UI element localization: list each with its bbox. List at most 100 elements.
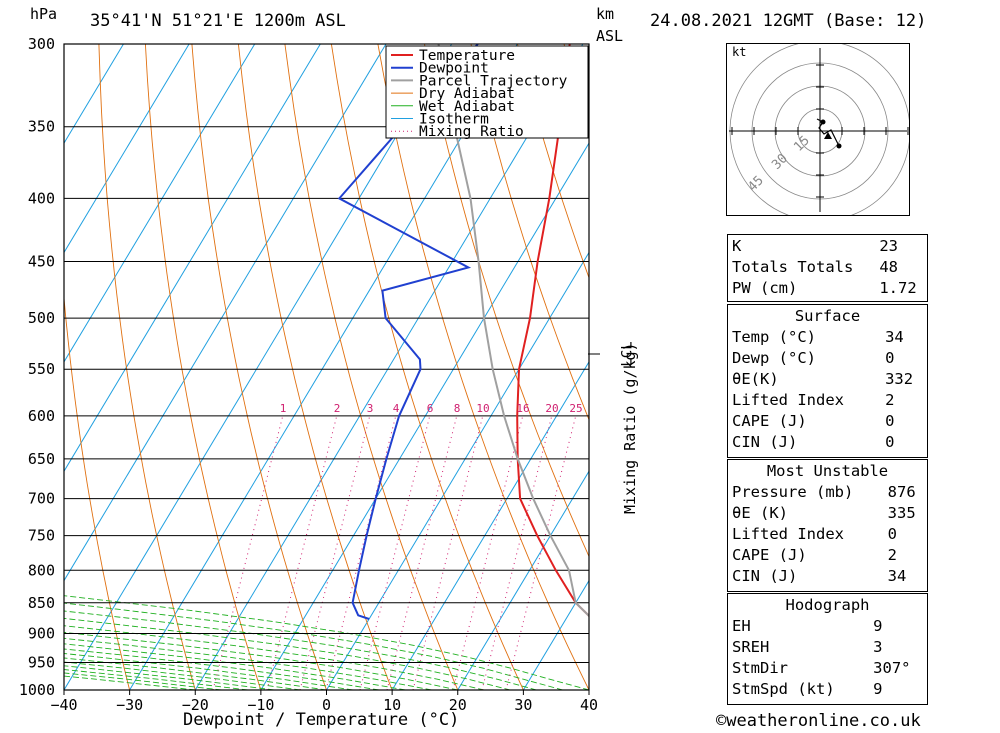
- mixing-ratio-label: 4: [393, 402, 400, 415]
- isotherm-line: [129, 44, 518, 690]
- mixing-ratio-label: 6: [427, 402, 434, 415]
- copyright-link[interactable]: ©weatheronline.co.uk: [716, 711, 921, 731]
- surface-key: CIN (J): [732, 433, 798, 451]
- index-row: PW (cm) 1.72: [728, 278, 927, 299]
- mu-row: CIN (J) 34: [728, 566, 927, 587]
- pressure-tick-label: 950: [28, 653, 55, 671]
- hodo-row: StmDir 307°: [728, 658, 927, 679]
- wet-adiabat-line: [64, 648, 380, 690]
- hodo-key: EH: [732, 617, 751, 635]
- dry-adiabat-line: [470, 44, 589, 421]
- pressure-tick-label: 400: [28, 189, 55, 207]
- parcel-trajectory-line: [437, 44, 589, 618]
- hodo-value: 9: [873, 617, 883, 635]
- storm-motion-marker: [824, 132, 832, 139]
- mixing-ratio-label: 20: [545, 402, 558, 415]
- legend-label: Temperature: [419, 48, 515, 64]
- temp-tick-label: 40: [580, 696, 598, 714]
- surface-row: CIN (J) 0: [728, 432, 927, 453]
- index-value: 48: [879, 258, 899, 276]
- hodograph-ring-label: 45: [745, 173, 767, 195]
- legend-label: Parcel Trajectory: [419, 73, 568, 89]
- legend-box: [385, 45, 589, 139]
- surface-row: CAPE (J) 0: [728, 411, 927, 432]
- isotherm-line: [326, 251, 589, 690]
- dry-adiabat-line: [284, 44, 459, 690]
- mu-row: θE (K) 335: [728, 503, 927, 524]
- dry-adiabat-line: [237, 44, 393, 690]
- mixing-ratio-line: [386, 414, 458, 690]
- index-key: K: [732, 237, 742, 255]
- pressure-tick-label: 300: [28, 35, 55, 53]
- pressure-tick-label: 700: [28, 490, 55, 508]
- pressure-unit-label: hPa: [30, 5, 58, 23]
- indices-panel: K 23 Totals Totals 48 PW (cm) 1.72: [727, 234, 928, 302]
- mu-key: CAPE (J): [732, 546, 807, 564]
- wet-adiabat-line: [64, 617, 511, 690]
- surface-row: Temp (°C) 34: [728, 327, 927, 348]
- index-value: 1.72: [879, 279, 917, 297]
- isotherm-line: [522, 579, 589, 690]
- hodograph-stats-panel: Hodograph EH 9 SREH 3 StmDir 307° StmSpd (k…: [727, 593, 928, 705]
- surface-value: 332: [885, 370, 914, 388]
- mu-value: 34: [887, 567, 907, 585]
- temp-tick-label: 0: [322, 696, 331, 714]
- pressure-tick-label: 800: [28, 561, 55, 579]
- wet-adiabat-line: [64, 637, 432, 690]
- wet-adiabat-line: [64, 643, 406, 690]
- pressure-tick-label: 900: [28, 624, 55, 642]
- mixing-ratio-label: 3: [367, 402, 374, 415]
- isotherm-line: [64, 44, 453, 690]
- index-row: Totals Totals 48: [728, 257, 927, 278]
- hodo-key: SREH: [732, 638, 770, 656]
- pressure-tick-label: 500: [28, 309, 55, 327]
- hodo-key: StmDir: [732, 659, 788, 677]
- mixing-ratio-label: 1: [280, 402, 287, 415]
- plot-frame: [63, 43, 590, 691]
- legend-label: Wet Adiabat: [419, 99, 515, 115]
- temp-tick-label: 20: [449, 696, 467, 714]
- isotherm-line: [64, 44, 124, 145]
- isotherm-line: [64, 44, 190, 254]
- hodo-value: 307°: [873, 659, 911, 677]
- wind-barbs: [640, 0, 720, 733]
- isotherm-line: [64, 44, 256, 363]
- pressure-tick-label: 550: [28, 360, 55, 378]
- surface-key: Lifted Index: [732, 391, 844, 409]
- most-unstable-title: Most Unstable: [766, 462, 889, 480]
- isotherm-line: [260, 142, 589, 690]
- mu-key: θE (K): [732, 504, 788, 522]
- hodo-row: EH 9: [728, 616, 927, 637]
- temp-tick-label: −30: [116, 696, 143, 714]
- temp-tick-label: 30: [514, 696, 532, 714]
- pressure-tick-label: 350: [28, 118, 55, 136]
- surface-value: 0: [885, 433, 895, 451]
- index-key: PW (cm): [732, 279, 798, 297]
- index-row: K 23: [728, 236, 927, 257]
- hodograph-panel: 15 30 45 kt: [726, 40, 911, 222]
- most-unstable-table: Pressure (mb) 876 θE (K) 335 Lifted Index 0…: [728, 482, 927, 587]
- hodo-value: 9: [873, 680, 883, 698]
- hodograph-ring-label: 30: [769, 151, 791, 173]
- index-value: 23: [879, 237, 899, 255]
- mixing-ratio-label: 25: [569, 402, 582, 415]
- mu-key: CIN (J): [732, 567, 798, 585]
- pressure-tick-label: 450: [28, 253, 55, 271]
- isotherm-line: [457, 470, 589, 690]
- mixing-ratio-line: [412, 414, 484, 690]
- legend-label: Dry Adiabat: [419, 86, 515, 102]
- surface-key: θE(K): [732, 370, 779, 388]
- skewt-chart: 3003504004505005506006507007508008509009…: [19, 35, 600, 714]
- surface-value: 0: [885, 349, 895, 367]
- dry-adiabat-line: [517, 44, 589, 279]
- surface-panel: Surface Temp (°C) 34 Dewp (°C) 0 θE(K) 332 …: [727, 304, 928, 458]
- wet-adiabat-line: [64, 602, 563, 690]
- surface-value: 2: [885, 391, 895, 409]
- dry-adiabat-line: [191, 44, 327, 690]
- indices-table: K 23 Totals Totals 48 PW (cm) 1.72: [728, 236, 927, 299]
- mu-row: Lifted Index 0: [728, 524, 927, 545]
- temp-tick-label: 10: [383, 696, 401, 714]
- pressure-tick-label: 650: [28, 450, 55, 468]
- hodograph-point: [836, 143, 842, 149]
